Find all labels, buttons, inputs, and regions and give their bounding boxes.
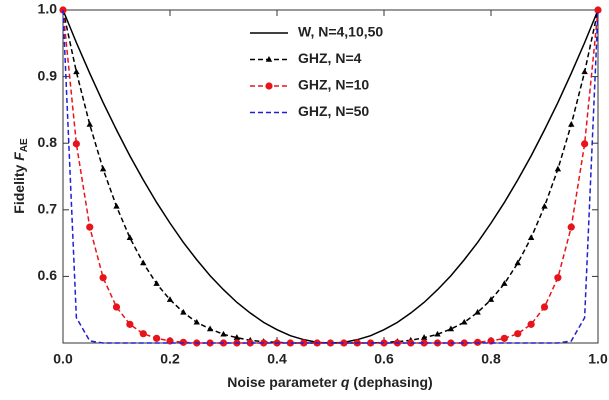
data-point (380, 339, 388, 347)
data-point (193, 318, 200, 325)
y-tick-label: 0.6 (38, 267, 58, 283)
data-point (206, 339, 214, 347)
data-point (126, 234, 134, 240)
x-tick-label: 0.4 (267, 351, 287, 367)
legend-bg (246, 48, 436, 71)
data-point (500, 334, 508, 342)
legend-bg (246, 75, 436, 97)
data-point (420, 334, 428, 340)
data-point (153, 334, 161, 342)
data-point (300, 339, 308, 347)
data-point (220, 330, 227, 337)
data-point (326, 339, 335, 347)
data-point (367, 339, 375, 347)
y-label-sub: AE (19, 138, 30, 152)
legend-label: GHZ, N=10 (298, 77, 369, 93)
legend-label: GHZ, N=4 (298, 50, 362, 66)
data-point (246, 339, 254, 347)
y-tick-label: 1.0 (38, 1, 58, 17)
data-point (581, 140, 589, 148)
data-point (140, 259, 147, 266)
legend-label: W, N=4,10,50 (298, 24, 383, 40)
data-point (514, 259, 521, 266)
y-tick-label: 0.7 (38, 201, 58, 217)
data-point (594, 6, 602, 14)
y-label-var: F (11, 152, 27, 161)
x-tick-label: 1.0 (588, 351, 608, 367)
data-point (420, 339, 428, 347)
x-label-note: (dephasing) (353, 374, 432, 390)
data-point (286, 339, 294, 347)
data-point (99, 274, 107, 282)
data-point (461, 318, 468, 325)
y-tick-label: 0.9 (38, 67, 58, 83)
data-point (73, 68, 80, 75)
data-point (99, 165, 107, 172)
series-line (62, 9, 599, 344)
data-point (527, 320, 535, 328)
data-point (126, 320, 134, 328)
data-point (527, 234, 535, 240)
data-point (541, 202, 548, 209)
data-point (72, 140, 80, 148)
data-point (206, 325, 214, 332)
legend-bg (246, 101, 436, 124)
data-point (113, 202, 120, 209)
data-point (447, 325, 455, 332)
data-point (166, 296, 174, 302)
legend-marker (265, 56, 273, 62)
legend-label: GHZ, N=50 (298, 103, 369, 119)
y-label-text: Fidelity (11, 164, 27, 213)
data-point (474, 308, 481, 315)
x-axis-label: Noise parameter q (dephasing) (227, 374, 432, 390)
data-point (568, 121, 575, 127)
data-point (86, 223, 94, 231)
data-point (180, 308, 187, 315)
y-axis-label: Fidelity FAE (11, 138, 30, 214)
data-point (139, 330, 147, 338)
x-tick-label: 0.8 (481, 351, 501, 367)
x-tick-label: 0.2 (160, 351, 180, 367)
data-point (434, 330, 441, 337)
data-point (567, 223, 575, 231)
data-point (153, 280, 160, 286)
data-point (501, 280, 508, 286)
x-label-var: q (341, 374, 350, 390)
y-tick-label: 0.8 (38, 134, 58, 150)
data-point (554, 274, 562, 282)
legend-bg (246, 22, 436, 44)
legend-marker (265, 82, 273, 90)
data-point (340, 339, 348, 347)
data-point (460, 339, 468, 347)
data-point (86, 121, 93, 127)
data-point (554, 165, 562, 172)
x-label-text: Noise parameter (227, 374, 337, 390)
data-point (540, 303, 549, 311)
data-point (514, 330, 522, 338)
x-tick-label: 0.0 (53, 351, 73, 367)
data-point (487, 296, 495, 302)
data-point (233, 334, 241, 340)
x-tick-label: 0.6 (374, 351, 394, 367)
data-point (112, 303, 121, 311)
data-point (581, 68, 588, 75)
